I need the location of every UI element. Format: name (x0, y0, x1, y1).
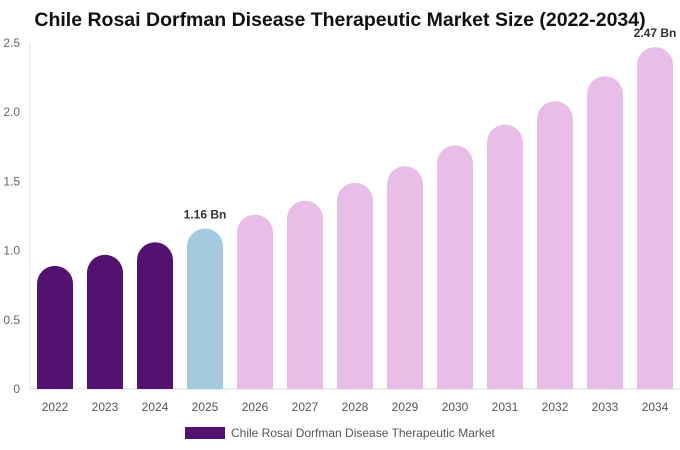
bar (637, 47, 673, 389)
y-tick-label: 0.5 (3, 313, 20, 327)
x-tick-label: 2022 (42, 400, 69, 414)
y-tick-label: 2.0 (3, 105, 20, 119)
y-tick-label: 0 (13, 382, 20, 396)
x-tick-label: 2033 (592, 400, 619, 414)
bar (137, 242, 173, 389)
x-tick-label: 2024 (142, 400, 169, 414)
legend-label: Chile Rosai Dorfman Disease Therapeutic … (231, 426, 495, 440)
x-tick-label: 2023 (92, 400, 119, 414)
bar (237, 214, 273, 389)
x-tick-label: 2026 (242, 400, 269, 414)
legend-swatch (185, 427, 225, 439)
bar (537, 101, 573, 390)
x-tick-label: 2034 (642, 400, 669, 414)
bar (287, 200, 323, 389)
bar (337, 182, 373, 389)
bar (587, 76, 623, 389)
x-tick-label: 2031 (492, 400, 519, 414)
chart-title: Chile Rosai Dorfman Disease Therapeutic … (34, 9, 646, 31)
x-tick-label: 2028 (342, 400, 369, 414)
x-tick-label: 2029 (392, 400, 419, 414)
y-tick-label: 1.0 (3, 244, 20, 258)
y-tick-label: 1.5 (3, 174, 20, 188)
x-tick-label: 2025 (192, 400, 219, 414)
bar (487, 124, 523, 389)
legend: Chile Rosai Dorfman Disease Therapeutic … (185, 426, 495, 440)
bar (187, 228, 223, 389)
data-label: 1.16 Bn (184, 207, 227, 221)
x-tick-label: 2027 (292, 400, 319, 414)
x-tick-label: 2032 (542, 400, 569, 414)
bar (37, 265, 73, 389)
bar (387, 166, 423, 389)
x-tick-label: 2030 (442, 400, 469, 414)
bar (87, 254, 123, 389)
data-label: 2.47 Bn (634, 26, 677, 40)
y-tick-label: 2.5 (3, 36, 20, 50)
bar (437, 145, 473, 389)
